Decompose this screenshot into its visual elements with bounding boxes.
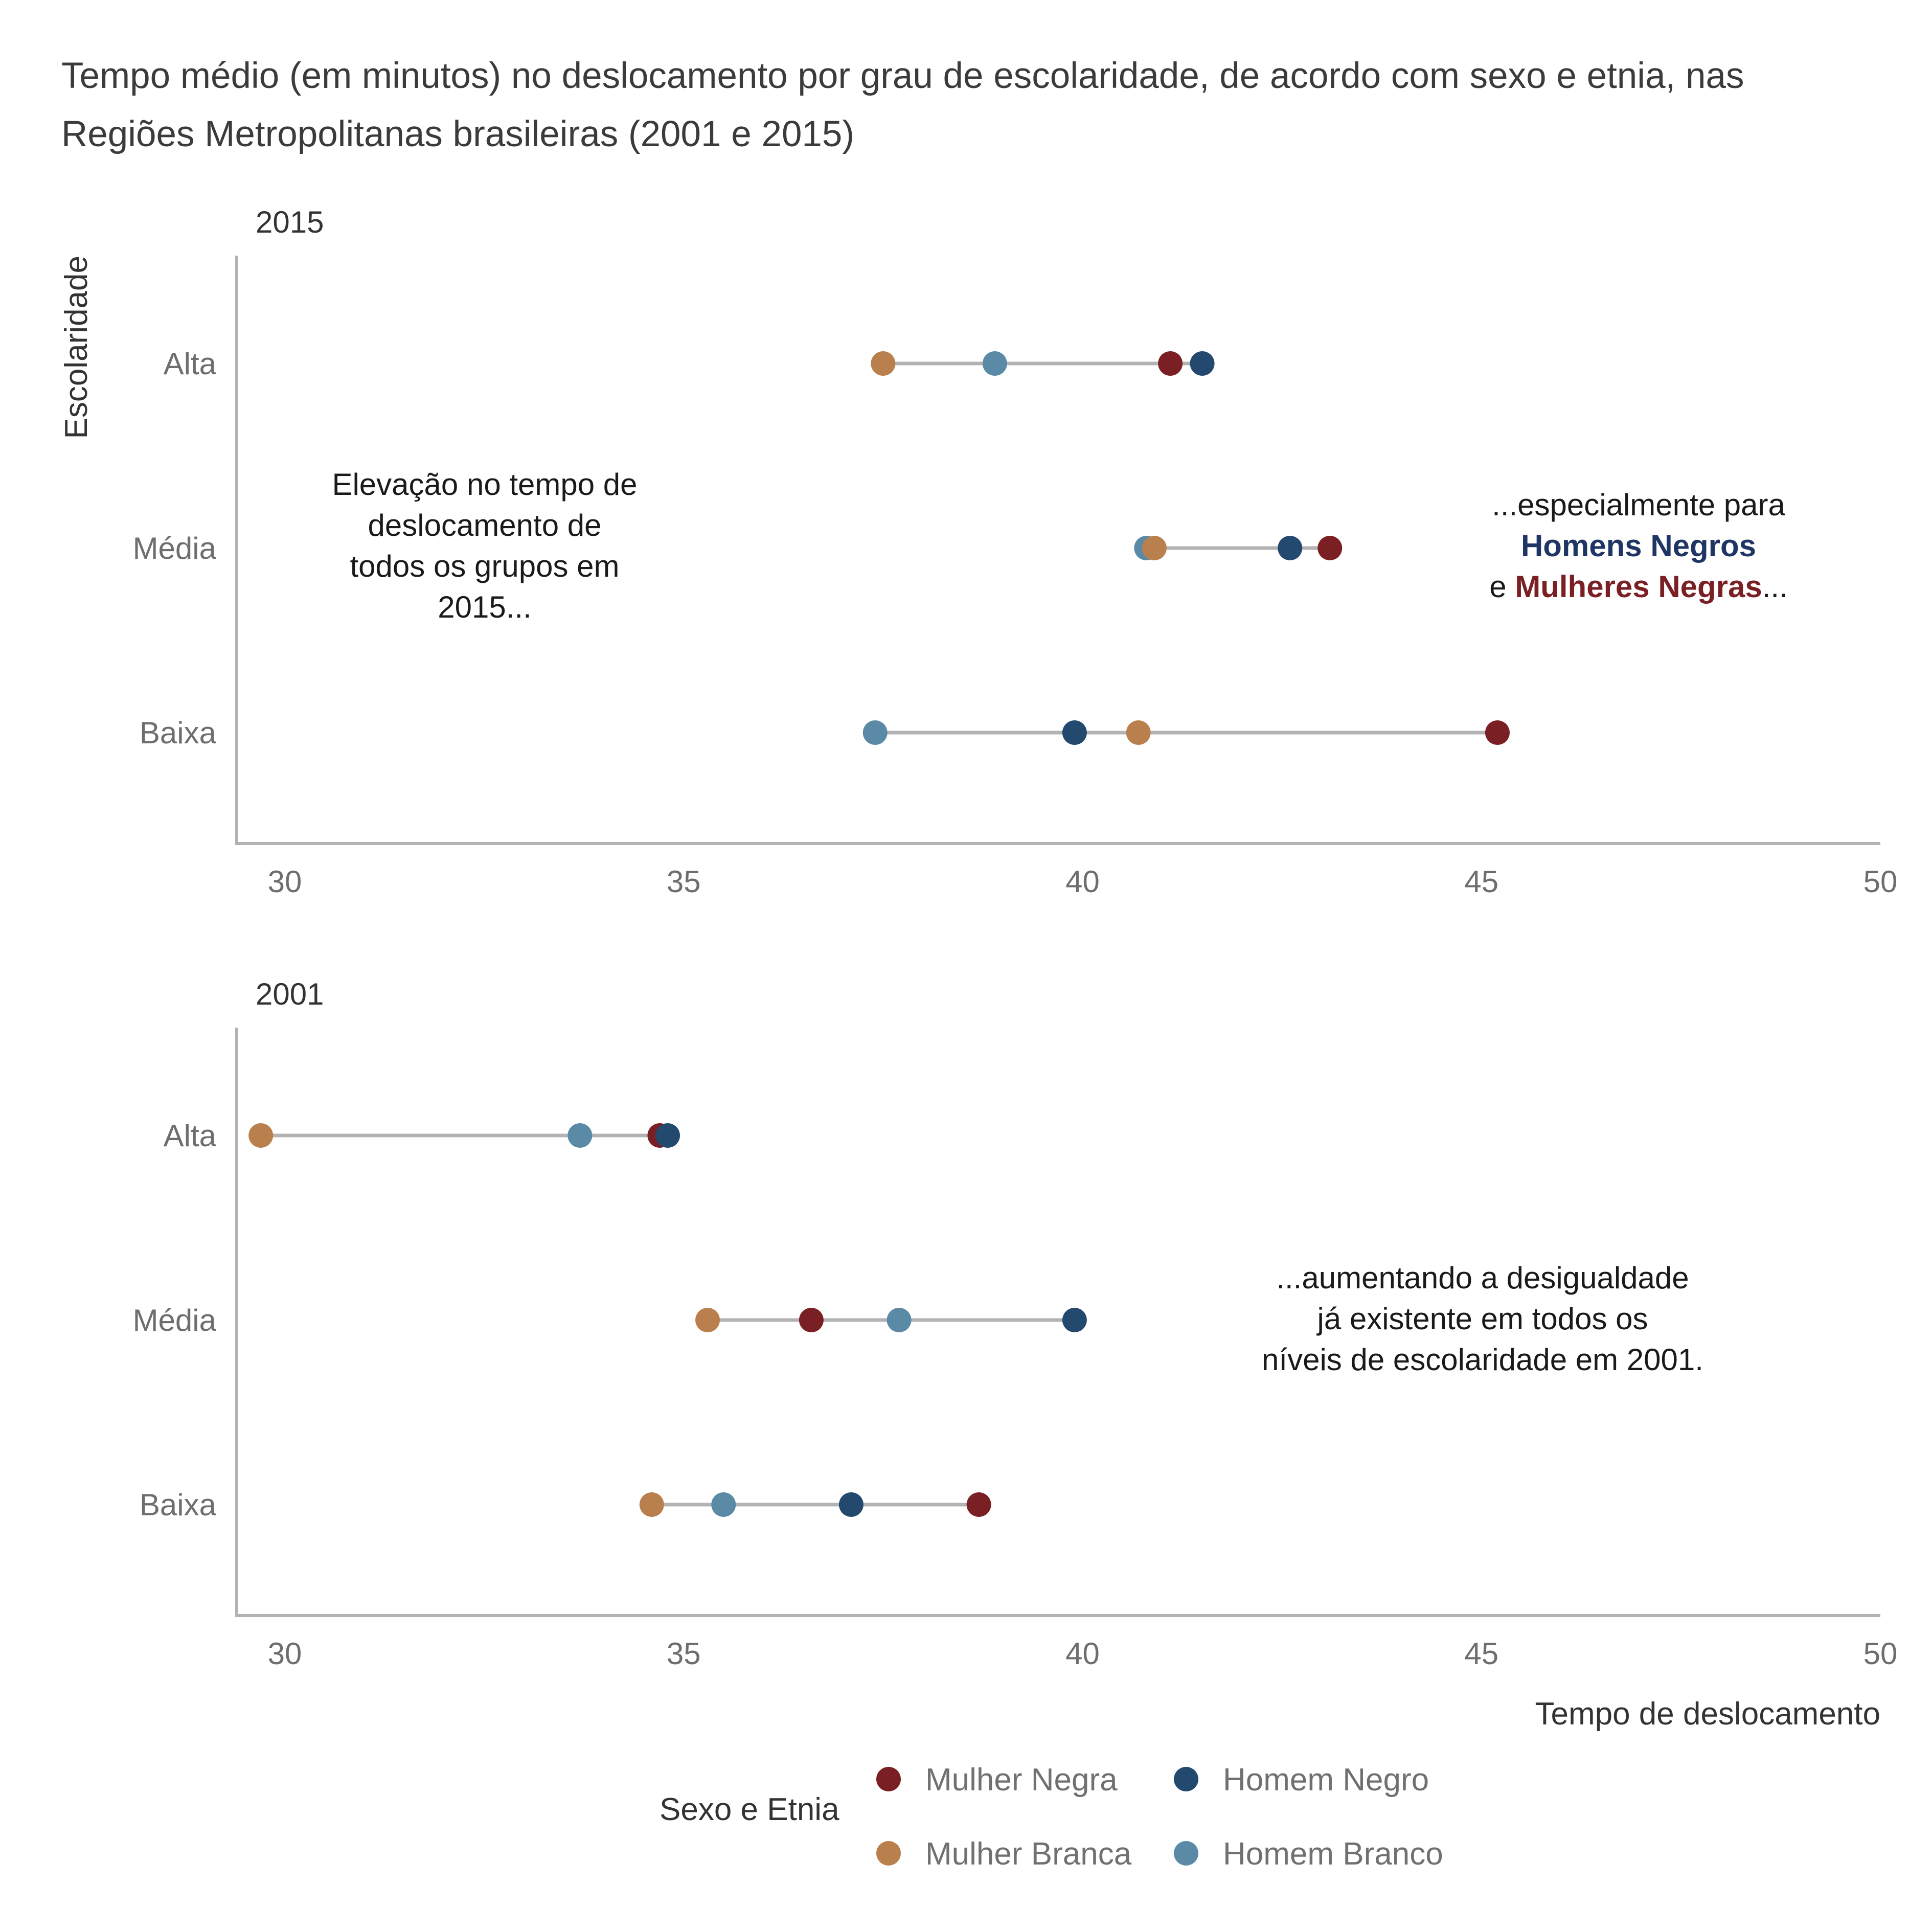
legend-label-mulher-negra: Mulher Negra	[925, 1762, 1118, 1798]
annotation: ...especialmente para Homens Negros e Mulh…	[1489, 488, 1788, 604]
x-tick-label: 30	[268, 865, 302, 899]
y-tick-label: Baixa	[140, 716, 217, 750]
x-tick-label: 45	[1464, 865, 1498, 899]
panel-title-2015: 2015	[256, 205, 324, 239]
x-axis-title: Tempo de deslocamento	[1535, 1696, 1880, 1732]
x-tick-label: 35	[667, 1636, 701, 1671]
y-tick-label: Média	[133, 531, 217, 565]
legend-title: Sexo e Etnia	[660, 1792, 839, 1827]
point-mulher-negra	[1485, 720, 1510, 745]
x-tick-label: 40	[1065, 1636, 1100, 1671]
point-mulher-branca	[695, 1308, 720, 1332]
panel-2015: 2015 30 35 40 45 50 Alta Média Baixa Elevação no …	[133, 205, 1898, 899]
point-homem-negro	[1062, 1308, 1087, 1332]
point-homem-negro	[655, 1123, 680, 1148]
chart-title: Tempo médio (em minutos) no deslocamento…	[61, 56, 1744, 154]
point-homem-branco	[567, 1123, 593, 1148]
legend-key-homem-negro	[1174, 1767, 1198, 1791]
point-mulher-negra	[799, 1308, 824, 1332]
point-homem-negro	[838, 1492, 863, 1517]
y-tick-label: Alta	[164, 1119, 217, 1153]
point-homem-negro	[1190, 351, 1215, 376]
x-tick-label: 45	[1464, 1636, 1498, 1671]
point-homem-branco	[711, 1492, 736, 1517]
point-mulher-branca	[248, 1123, 274, 1148]
point-mulher-negra	[1317, 536, 1343, 560]
legend-label-mulher-branca: Mulher Branca	[925, 1836, 1132, 1872]
point-homem-negro	[1278, 536, 1303, 560]
chart-title-line-1: Tempo médio (em minutos) no deslocamento…	[61, 56, 1744, 96]
annotation: ...aumentando a desigualdade já existente…	[1262, 1261, 1703, 1377]
point-homem-branco	[887, 1308, 912, 1332]
point-mulher-branca	[871, 351, 896, 376]
x-tick-label: 35	[667, 865, 701, 899]
point-homem-branco	[982, 351, 1007, 376]
panel-2001: 2001 30 35 40 45 50 Alta Média Baixa ...aumentand…	[133, 977, 1898, 1671]
x-tick-label: 50	[1863, 1636, 1898, 1671]
point-homem-branco	[862, 720, 888, 745]
point-mulher-negra	[966, 1492, 991, 1517]
legend-label-homem-branco: Homem Branco	[1223, 1836, 1443, 1872]
legend: Sexo e Etnia Mulher Negra Homem Negro Mulh…	[660, 1762, 1443, 1872]
y-tick-label: Baixa	[140, 1488, 217, 1522]
y-tick-label: Alta	[164, 347, 217, 381]
y-tick-label: Média	[133, 1303, 217, 1337]
point-mulher-branca	[1126, 720, 1151, 745]
point-homem-negro	[1062, 720, 1087, 745]
legend-label-homem-negro: Homem Negro	[1223, 1762, 1429, 1798]
x-tick-label: 40	[1065, 865, 1100, 899]
x-tick-label: 30	[268, 1636, 302, 1671]
point-mulher-branca	[1142, 536, 1167, 560]
point-mulher-branca	[639, 1492, 664, 1517]
y-axis-title: Escolaridade	[59, 256, 94, 439]
x-tick-label: 50	[1863, 865, 1898, 899]
legend-key-homem-branco	[1174, 1841, 1198, 1866]
legend-key-mulher-branca	[876, 1841, 901, 1866]
annotation: Elevação no tempo de deslocamento de todos…	[332, 467, 637, 624]
chart-title-line-2: Regiões Metropolitanas brasileiras (2001…	[61, 114, 854, 154]
point-mulher-negra	[1158, 351, 1183, 376]
panel-title-2001: 2001	[256, 977, 324, 1011]
legend-key-mulher-negra	[876, 1767, 901, 1791]
